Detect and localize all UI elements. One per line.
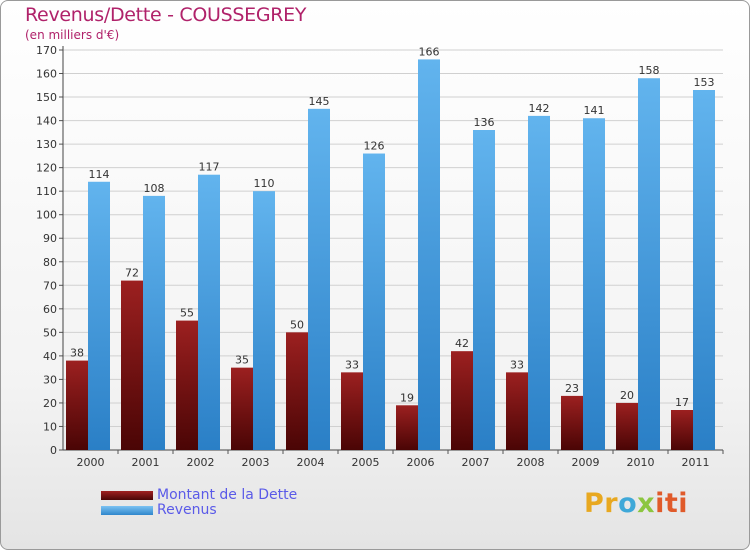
- data-label-debt: 50: [290, 318, 304, 331]
- bar-revenue: [418, 59, 440, 450]
- x-tick-label: 2003: [242, 456, 270, 469]
- bar-revenue: [88, 181, 110, 450]
- data-label-revenue: 126: [364, 140, 385, 153]
- data-label-revenue: 117: [199, 161, 220, 174]
- y-tick-label: 10: [43, 420, 57, 433]
- data-label-debt: 38: [70, 347, 84, 360]
- y-tick-label: 120: [36, 162, 57, 175]
- data-label-revenue: 142: [529, 102, 550, 115]
- data-label-debt: 42: [455, 337, 469, 350]
- data-label-debt: 35: [235, 354, 249, 367]
- x-tick-label: 2010: [627, 456, 655, 469]
- legend-swatch-revenue: [101, 505, 153, 515]
- y-tick-label: 80: [43, 256, 57, 269]
- proxiti-logo: Proxiti: [584, 488, 689, 519]
- bar-debt: [396, 405, 418, 450]
- bar-debt: [286, 332, 308, 450]
- y-tick-label: 90: [43, 232, 57, 245]
- x-tick-label: 2011: [682, 456, 710, 469]
- x-tick-label: 2005: [352, 456, 380, 469]
- data-label-revenue: 136: [474, 116, 495, 129]
- bar-revenue: [473, 130, 495, 450]
- bar-revenue: [198, 174, 220, 451]
- bar-debt: [671, 410, 693, 450]
- y-tick-label: 100: [36, 209, 57, 222]
- data-label-revenue: 114: [89, 168, 110, 181]
- bar-revenue: [363, 153, 385, 450]
- legend-label-debt: Montant de la Dette: [157, 487, 298, 503]
- chart-title: Revenus/Dette - COUSSEGREY: [25, 4, 307, 26]
- data-label-debt: 72: [125, 267, 139, 280]
- data-label-revenue: 108: [144, 182, 165, 195]
- bar-revenue: [528, 115, 550, 450]
- x-tick-label: 2000: [77, 456, 105, 469]
- y-tick-label: 0: [50, 444, 57, 457]
- bar-revenue: [308, 108, 330, 450]
- y-tick-label: 150: [36, 91, 57, 104]
- x-tick-label: 2004: [297, 456, 325, 469]
- data-label-debt: 33: [345, 358, 359, 371]
- bar-debt: [616, 402, 638, 450]
- x-tick-label: 2009: [572, 456, 600, 469]
- y-tick-label: 50: [43, 326, 57, 339]
- data-label-debt: 19: [400, 391, 414, 404]
- bar-debt: [341, 372, 363, 450]
- chart-subtitle: (en milliers d'€): [25, 28, 120, 42]
- y-tick-label: 110: [36, 185, 57, 198]
- legend-item-debt: Montant de la Dette: [101, 487, 297, 503]
- bar-debt: [561, 395, 583, 450]
- bar-debt: [176, 320, 198, 450]
- data-label-revenue: 110: [254, 177, 275, 190]
- bar-revenue: [638, 78, 660, 450]
- y-tick-label: 130: [36, 138, 57, 151]
- y-tick-label: 160: [36, 68, 57, 81]
- y-tick-label: 140: [36, 115, 57, 128]
- bar-revenue: [583, 118, 605, 450]
- data-label-debt: 23: [565, 382, 579, 395]
- data-label-revenue: 145: [309, 95, 330, 108]
- y-tick-label: 40: [43, 350, 57, 363]
- bar-debt: [121, 280, 143, 450]
- x-tick-label: 2007: [462, 456, 490, 469]
- y-tick-label: 70: [43, 279, 57, 292]
- data-label-revenue: 153: [694, 76, 715, 89]
- x-tick-label: 2001: [132, 456, 160, 469]
- bar-revenue: [143, 195, 165, 450]
- y-tick-label: 20: [43, 397, 57, 410]
- x-tick-label: 2006: [407, 456, 435, 469]
- bar-debt: [231, 367, 253, 450]
- bar-debt: [66, 360, 88, 450]
- y-tick-label: 170: [36, 44, 57, 57]
- data-label-revenue: 158: [639, 64, 660, 77]
- bar-debt: [506, 372, 528, 450]
- data-label-revenue: 141: [584, 104, 605, 117]
- data-label-debt: 17: [675, 396, 689, 409]
- bar-revenue: [693, 90, 715, 450]
- data-label-debt: 33: [510, 358, 524, 371]
- legend-swatch-debt: [101, 490, 153, 500]
- y-tick-label: 30: [43, 373, 57, 386]
- data-label-revenue: 166: [419, 45, 440, 58]
- data-label-debt: 55: [180, 307, 194, 320]
- legend-label-revenue: Revenus: [157, 502, 217, 518]
- x-tick-label: 2002: [187, 456, 215, 469]
- y-tick-label: 60: [43, 303, 57, 316]
- legend-item-revenue: Revenus: [101, 502, 217, 518]
- data-label-debt: 20: [620, 389, 634, 402]
- bar-revenue: [253, 191, 275, 451]
- bar-debt: [451, 351, 473, 450]
- x-tick-label: 2008: [517, 456, 545, 469]
